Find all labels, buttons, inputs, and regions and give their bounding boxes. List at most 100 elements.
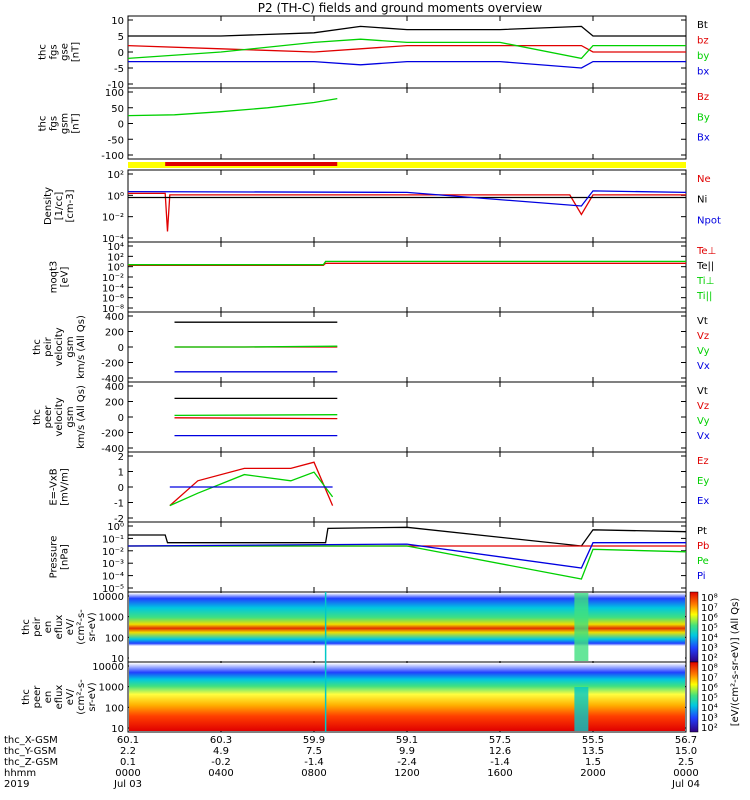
ytick-label: 10000: [92, 662, 124, 673]
ytick-label: -200: [101, 359, 124, 370]
colorbar-tick: 10⁴: [701, 703, 718, 714]
series-line-Ez: [169, 461, 334, 507]
ylabel-line: [mV/m]: [60, 468, 71, 506]
ytick-label: -400: [101, 374, 124, 385]
ytick-label: -400: [101, 444, 124, 455]
series-line-bz: [127, 44, 686, 53]
ytick-label: 0: [118, 413, 124, 424]
ytick-label: 50: [111, 104, 124, 115]
ylabel-line: thc: [21, 689, 32, 705]
ytick-label: 0: [118, 120, 124, 131]
ytick-label: 10⁻⁴: [102, 572, 124, 583]
ytick-label: 100: [105, 633, 124, 644]
series-line-by: [127, 38, 686, 60]
ytick-label: 10⁻²: [102, 213, 124, 224]
colorbar-tick: 10²: [701, 723, 718, 734]
legend-Vz: Vz: [697, 401, 709, 412]
xaxis-value: 1200: [394, 768, 419, 779]
ylabel-line: velocity: [54, 327, 65, 366]
xaxis-value: 55.5: [582, 735, 604, 746]
ytick-label: 5: [118, 32, 124, 43]
series-line-bx: [128, 60, 686, 69]
ytick-label: 1: [118, 468, 124, 479]
ylabel-line: (cm²-s-: [76, 609, 87, 645]
xaxis-value: -1.4: [304, 757, 324, 768]
ytick-label: -10: [108, 80, 124, 91]
xaxis-value: -0.2: [211, 757, 231, 768]
xaxis-value: 0800: [301, 768, 326, 779]
series-line-Pe: [128, 545, 687, 580]
legend-Te||: Te||: [696, 261, 714, 272]
colorbar-1: [689, 661, 699, 733]
series-line-Vz: [174, 417, 338, 420]
panel-frame-density: [127, 169, 687, 243]
ylabel-line: [eV]: [60, 267, 71, 288]
series-line-Bt: [128, 25, 686, 37]
legend-Ni: Ni: [697, 195, 707, 206]
chart-title: P2 (TH-C) fields and ground moments over…: [258, 1, 543, 15]
legend-Ez: Ez: [697, 456, 709, 467]
ytick-label: 10²: [107, 252, 124, 263]
legend-Vy: Vy: [697, 416, 710, 427]
series-line-Vy: [174, 345, 338, 348]
legend-bz: bz: [697, 36, 709, 47]
xaxis-value: -1.4: [490, 757, 510, 768]
legend-Vt: Vt: [697, 386, 708, 397]
colorbar-tick: 10⁸: [701, 593, 718, 604]
legend-by: by: [697, 51, 709, 62]
ytick-label: 10²: [107, 170, 124, 181]
spectrogram-peir-dip: [574, 593, 589, 661]
xaxis-value: Jul 03: [113, 779, 142, 790]
ylabel-line: E=-VxB: [49, 468, 60, 505]
xaxis-row-label: thc_Y-GSM: [4, 746, 56, 757]
ylabel-line: [cm-3]: [65, 189, 76, 222]
xaxis-value: 2000: [580, 768, 605, 779]
xaxis-value: 59.9: [303, 735, 325, 746]
legend-Ex: Ex: [697, 496, 709, 507]
legend-Vy: Vy: [697, 346, 710, 357]
ylabel-line: thc: [38, 44, 49, 60]
ytick-label: 10⁴: [107, 242, 124, 253]
legend-Bt: Bt: [697, 20, 708, 31]
xaxis-value: 9.9: [399, 746, 415, 757]
colorbar-tick: 10²: [701, 653, 718, 664]
ylabel-line: (cm²-s-: [76, 679, 87, 715]
ytick-label: 10⁻²: [102, 547, 124, 558]
ytick-label: 0: [118, 343, 124, 354]
ylabel-line: moqt3: [49, 261, 60, 294]
ytick-label: 10⁻⁴: [102, 234, 124, 245]
ylabel-line: eV/: [65, 688, 76, 705]
status-bar-red: [165, 162, 338, 166]
colorbar-tick: 10⁴: [701, 633, 718, 644]
ytick-label: 100: [105, 88, 124, 99]
panel-frame-pressure: [127, 521, 687, 593]
xaxis-value: 1.5: [585, 757, 601, 768]
series-line-Pt: [128, 526, 687, 547]
ytick-label: 10000: [92, 592, 124, 603]
ylabel-line: thc: [32, 409, 43, 425]
ytick-label: 10: [111, 16, 124, 27]
legend-Ey: Ey: [697, 476, 709, 487]
legend-Vx: Vx: [697, 431, 710, 442]
ytick-label: -1: [114, 499, 124, 510]
xaxis-value: 59.1: [396, 735, 418, 746]
series-line-Npot: [127, 190, 687, 207]
ylabel-line: [nT]: [71, 113, 82, 133]
series-line-Vy: [174, 414, 338, 417]
legend-Pb: Pb: [697, 541, 709, 552]
ylabel-line: sr-eV): [87, 612, 98, 641]
panel-frame-fgs_gsm: [127, 87, 687, 160]
colorbar-tick: 10⁶: [701, 683, 718, 694]
ylabel-line: en: [43, 621, 54, 634]
ytick-label: -50: [108, 135, 124, 146]
ytick-label: -5: [114, 64, 124, 75]
spectrogram-peer: [129, 663, 685, 731]
xaxis-value: 56.7: [675, 735, 697, 746]
ytick-label: 0: [118, 48, 124, 59]
legend-Ne: Ne: [697, 174, 711, 185]
status-bar: [128, 162, 686, 168]
ylabel-line: velocity: [54, 397, 65, 436]
xaxis-value: 12.6: [489, 746, 511, 757]
ytick-label: 1000: [99, 683, 124, 694]
